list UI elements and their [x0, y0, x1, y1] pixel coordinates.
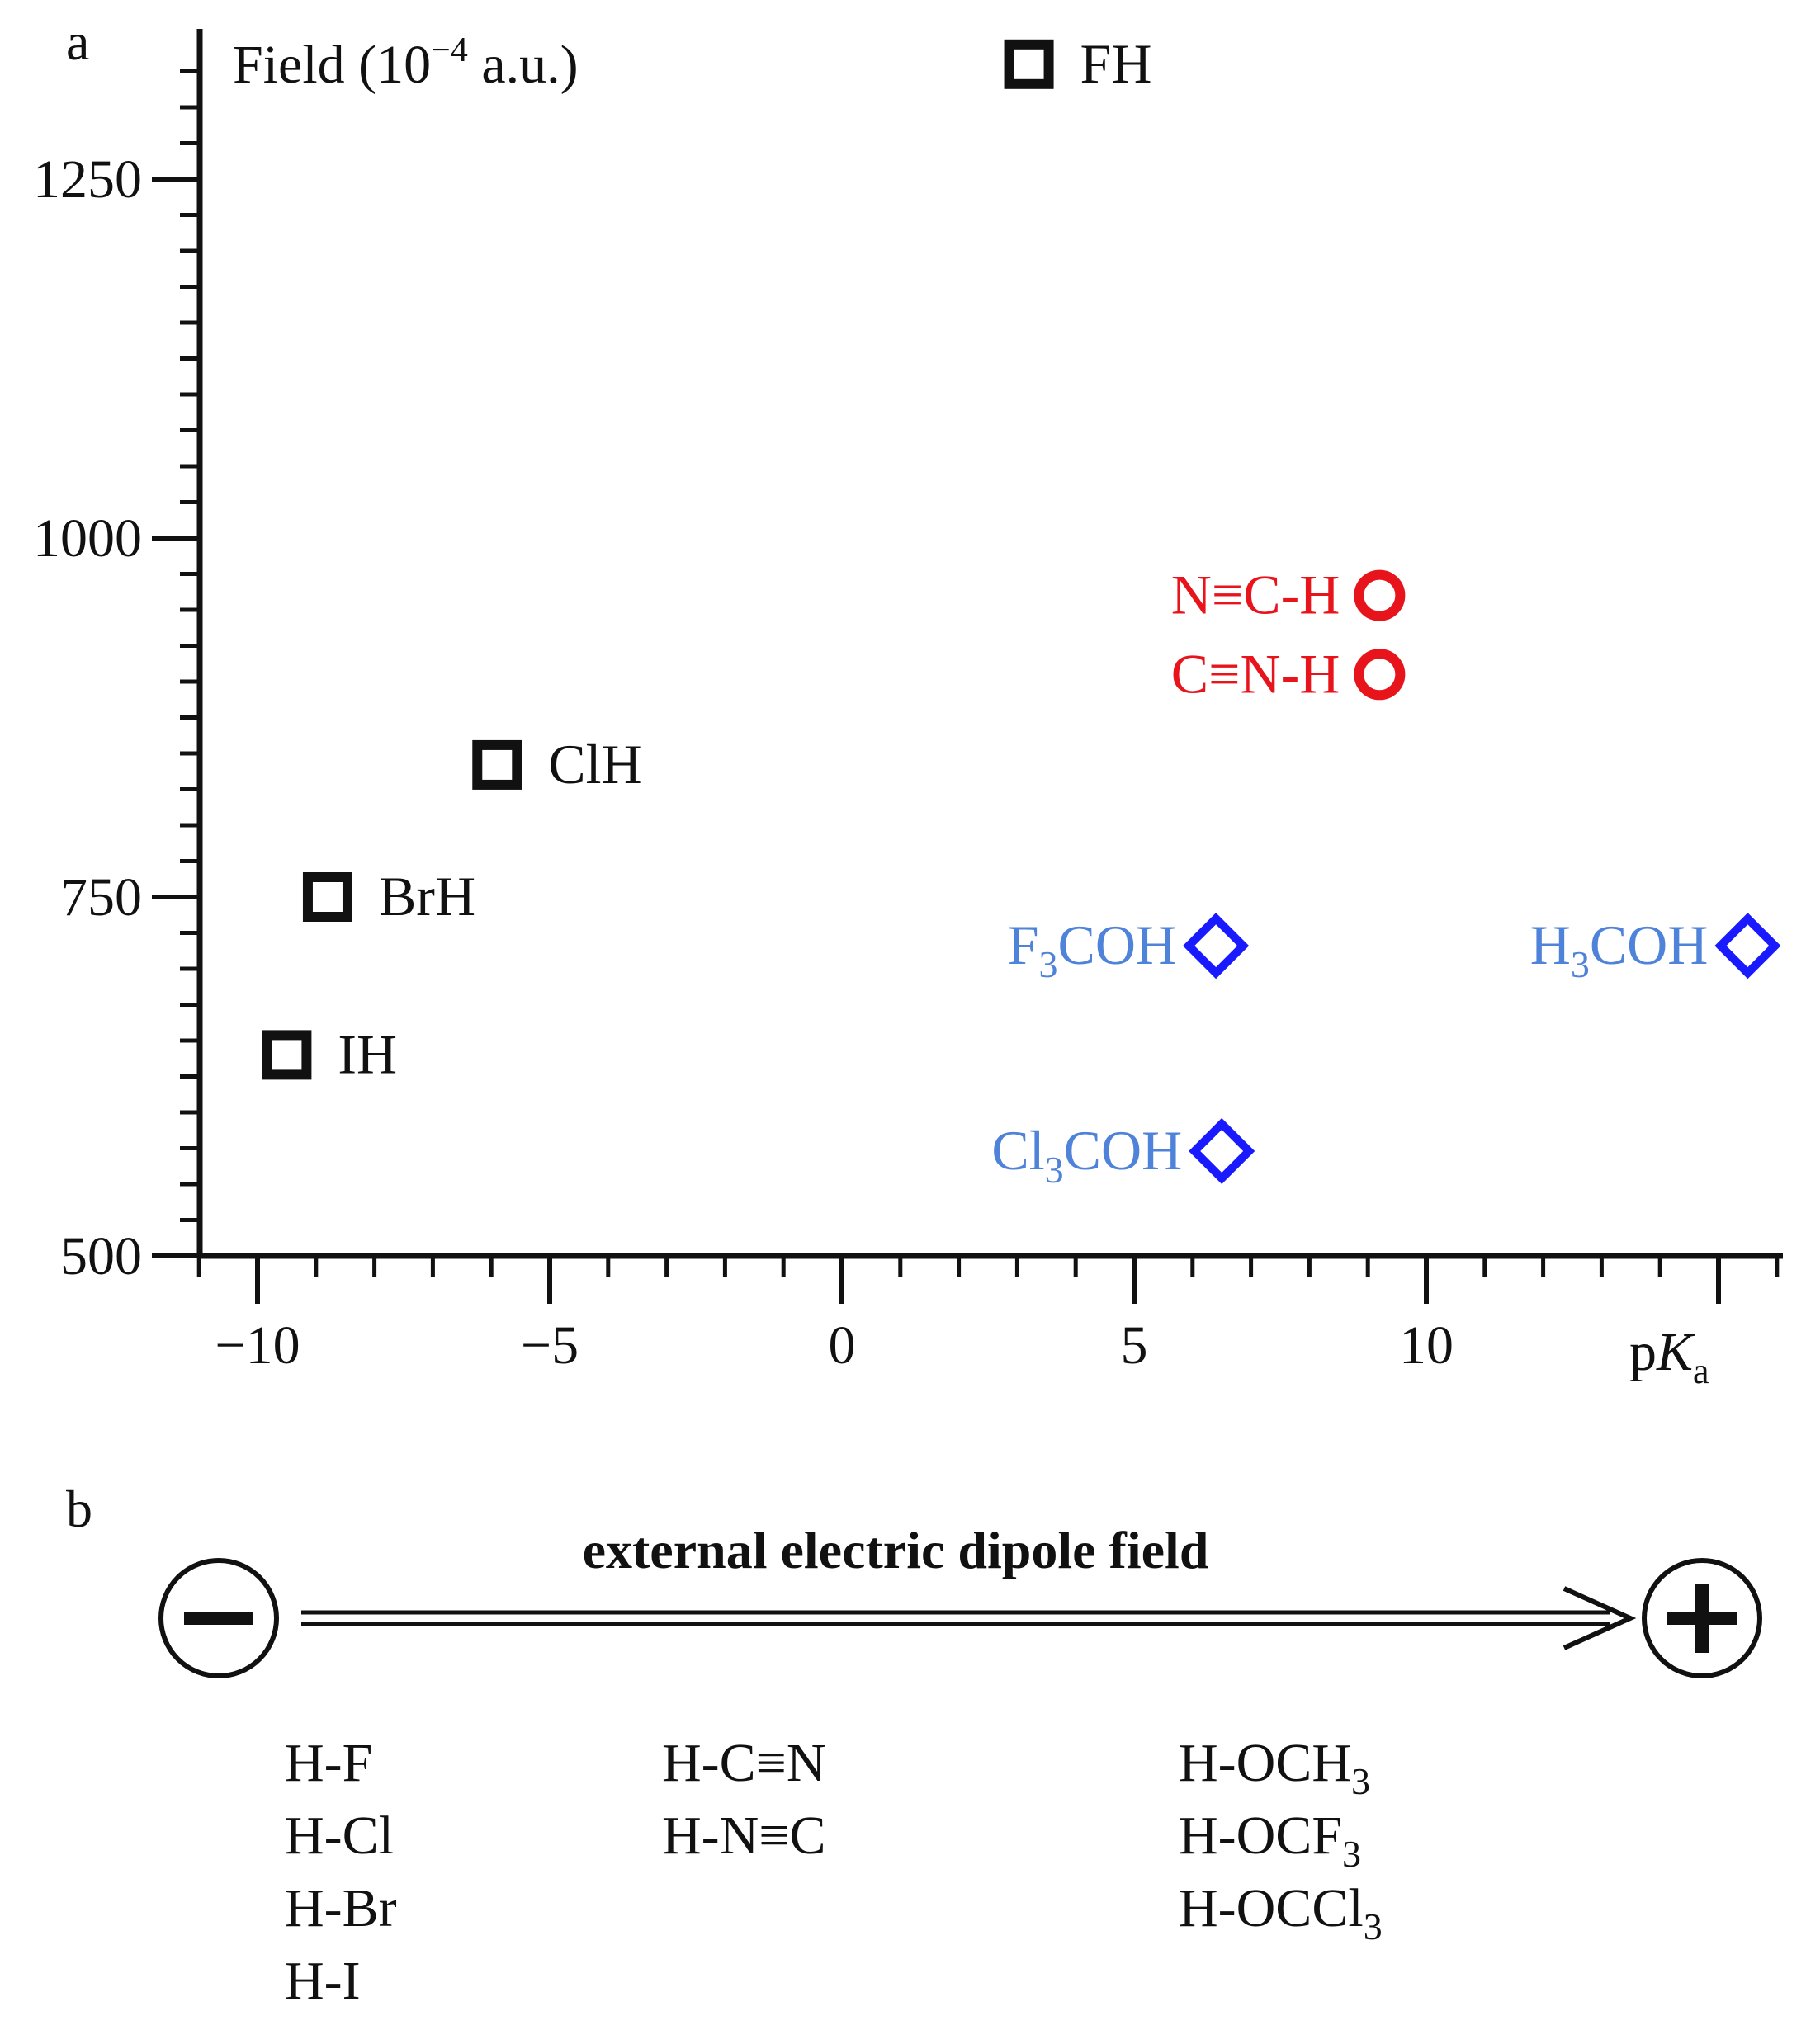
panel-a-letter: a — [66, 12, 89, 71]
y-tick-label: 500 — [60, 1226, 142, 1286]
point-label: N≡C-H — [1171, 564, 1340, 626]
square-marker — [302, 872, 352, 922]
point-label: Cl3COH — [991, 1119, 1182, 1191]
x-tick-label: 5 — [1121, 1315, 1148, 1376]
minus-circle-icon — [158, 1558, 279, 1678]
double-arrow — [301, 1586, 1637, 1650]
y-tick-label: 750 — [60, 867, 142, 928]
y-tick-label: 1000 — [33, 508, 142, 569]
square-marker — [472, 739, 522, 790]
x-tick-label: −5 — [521, 1315, 579, 1376]
molecule-label: H-F — [285, 1733, 372, 1793]
y-axis-label: Field (10−4 a.u.) — [233, 31, 579, 95]
circle-marker — [1354, 569, 1406, 621]
diamond-marker — [1183, 913, 1250, 980]
molecule-label: H-Br — [285, 1878, 397, 1938]
molecule-label: H-OCF3 — [1179, 1806, 1361, 1875]
point-label: C≡N-H — [1171, 642, 1340, 705]
square-marker — [262, 1030, 312, 1080]
circle-marker — [1354, 649, 1406, 701]
point-label: H3COH — [1530, 913, 1709, 985]
plus-circle-icon — [1642, 1558, 1762, 1678]
x-axis-label: pKa — [1629, 1322, 1709, 1391]
point-label: F3COH — [1008, 913, 1176, 985]
molecule-label: H-OCCl3 — [1179, 1878, 1383, 1947]
point-label: BrH — [379, 865, 475, 928]
molecule-label: H-C≡N — [662, 1733, 826, 1793]
diamond-marker — [1189, 1117, 1255, 1185]
x-tick-label: 0 — [829, 1315, 856, 1376]
molecule-label: H-OCH3 — [1179, 1733, 1370, 1802]
y-tick-label: 1250 — [33, 149, 142, 210]
molecule-label: H-N≡C — [662, 1806, 826, 1866]
molecule-label: H-I — [285, 1951, 361, 2011]
panel-b-letter: b — [66, 1480, 92, 1538]
dipole-field-title: external electric dipole field — [583, 1521, 1209, 1579]
point-label: IH — [338, 1022, 397, 1085]
diamond-marker — [1714, 913, 1781, 980]
chart-axes: 500 750 1000 1250 −10 −5 0 5 10 — [33, 29, 1783, 1376]
x-tick-label: 10 — [1399, 1315, 1454, 1376]
point-label: FH — [1080, 32, 1152, 95]
x-tick-label: −10 — [215, 1315, 300, 1376]
chart-marks: FH ClH BrH IH N≡C-H C≡N-H F3COH H3COH Cl3COH — [262, 32, 1781, 1191]
molecule-lists: H-F H-Cl H-Br H-I H-C≡N H-N≡C H-OCH3H-OCF3H-OC… — [285, 1733, 1383, 2011]
molecule-label: H-Cl — [285, 1806, 394, 1866]
point-label: ClH — [548, 733, 641, 795]
square-marker — [1004, 39, 1054, 89]
